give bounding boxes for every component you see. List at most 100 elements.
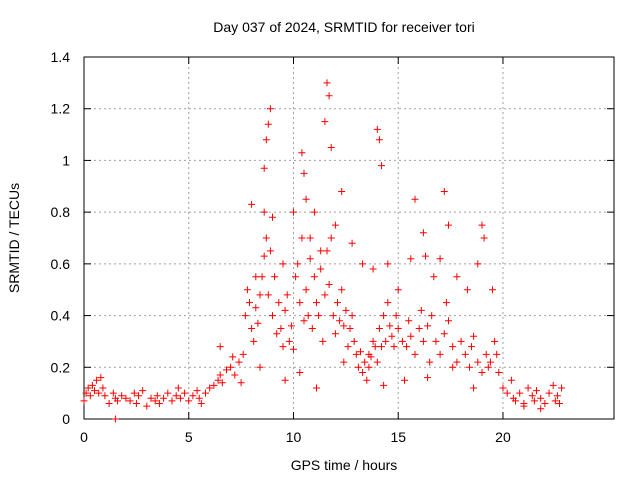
data-point bbox=[300, 169, 308, 177]
data-point bbox=[264, 291, 272, 299]
data-point bbox=[317, 247, 325, 255]
data-point bbox=[294, 260, 302, 268]
data-point bbox=[466, 363, 473, 371]
data-point bbox=[470, 384, 478, 392]
x-tick-label: 5 bbox=[185, 429, 193, 445]
data-point bbox=[296, 299, 304, 307]
data-point bbox=[474, 260, 482, 268]
y-tick-label: 0.6 bbox=[51, 256, 71, 272]
data-point bbox=[556, 400, 563, 407]
data-point bbox=[407, 255, 415, 263]
data-point bbox=[363, 376, 371, 384]
data-point bbox=[470, 332, 478, 340]
data-point bbox=[126, 397, 134, 405]
data-point bbox=[118, 392, 126, 400]
data-point bbox=[283, 291, 291, 299]
data-point bbox=[482, 350, 490, 358]
data-point bbox=[279, 260, 287, 268]
data-point bbox=[313, 384, 320, 392]
data-point bbox=[419, 337, 427, 345]
data-point bbox=[478, 221, 486, 229]
y-tick-label: 0.8 bbox=[51, 204, 71, 220]
data-point bbox=[428, 312, 436, 320]
data-point bbox=[271, 273, 279, 281]
data-point bbox=[461, 350, 469, 358]
data-point bbox=[248, 200, 256, 208]
data-point bbox=[281, 306, 289, 314]
data-point bbox=[91, 387, 98, 395]
data-point bbox=[275, 299, 283, 307]
data-point bbox=[553, 392, 561, 400]
data-point bbox=[371, 343, 379, 351]
data-point bbox=[528, 392, 536, 400]
data-point bbox=[411, 350, 419, 358]
y-tick-label: 0.4 bbox=[51, 308, 71, 324]
data-point bbox=[319, 337, 327, 345]
data-point bbox=[342, 306, 350, 314]
data-point bbox=[262, 234, 270, 242]
data-point bbox=[260, 252, 268, 260]
data-point bbox=[445, 221, 452, 229]
data-point bbox=[218, 379, 226, 387]
data-point bbox=[365, 350, 373, 358]
data-point bbox=[338, 188, 346, 195]
data-point bbox=[338, 286, 346, 294]
data-point bbox=[290, 208, 297, 216]
data-point bbox=[369, 265, 377, 273]
data-point bbox=[202, 389, 209, 397]
data-point bbox=[176, 394, 184, 402]
data-point bbox=[533, 387, 540, 395]
x-tick-label: 15 bbox=[390, 429, 406, 445]
data-point bbox=[340, 322, 348, 330]
data-point bbox=[273, 330, 281, 338]
data-point bbox=[520, 402, 528, 410]
data-point bbox=[445, 317, 452, 325]
data-point bbox=[549, 381, 557, 389]
data-point bbox=[329, 312, 337, 320]
data-point bbox=[105, 400, 113, 407]
data-point bbox=[325, 92, 333, 100]
data-point bbox=[86, 392, 94, 400]
data-point bbox=[298, 234, 306, 242]
data-point bbox=[484, 363, 492, 371]
data-point bbox=[384, 299, 392, 307]
data-point bbox=[474, 358, 482, 366]
data-point bbox=[325, 281, 333, 288]
data-point bbox=[493, 350, 501, 358]
data-point bbox=[310, 208, 318, 216]
data-point bbox=[132, 400, 140, 407]
data-point bbox=[229, 353, 237, 361]
data-point bbox=[327, 144, 335, 151]
data-point bbox=[93, 376, 101, 384]
data-point bbox=[82, 389, 90, 397]
data-point bbox=[440, 330, 448, 338]
data-point bbox=[296, 369, 304, 376]
data-point bbox=[277, 325, 285, 332]
data-point bbox=[321, 118, 329, 126]
data-point bbox=[153, 392, 161, 400]
data-point bbox=[530, 397, 538, 405]
data-point bbox=[398, 337, 406, 345]
x-tick-label: 0 bbox=[80, 429, 88, 445]
data-point bbox=[243, 286, 251, 294]
data-point bbox=[84, 384, 92, 392]
data-point bbox=[160, 394, 168, 402]
data-point bbox=[306, 234, 314, 242]
data-point bbox=[486, 358, 494, 366]
data-point bbox=[407, 332, 415, 340]
data-point bbox=[442, 299, 450, 307]
data-point bbox=[392, 312, 400, 320]
data-point bbox=[336, 317, 344, 325]
data-point bbox=[306, 255, 314, 263]
data-point bbox=[449, 363, 457, 371]
data-point bbox=[378, 343, 385, 351]
data-point bbox=[344, 343, 352, 351]
data-point bbox=[394, 325, 402, 332]
data-point bbox=[422, 252, 429, 260]
y-tick-label: 1.2 bbox=[51, 101, 71, 117]
data-point bbox=[378, 162, 385, 170]
data-point bbox=[440, 188, 448, 195]
data-point bbox=[453, 358, 461, 366]
